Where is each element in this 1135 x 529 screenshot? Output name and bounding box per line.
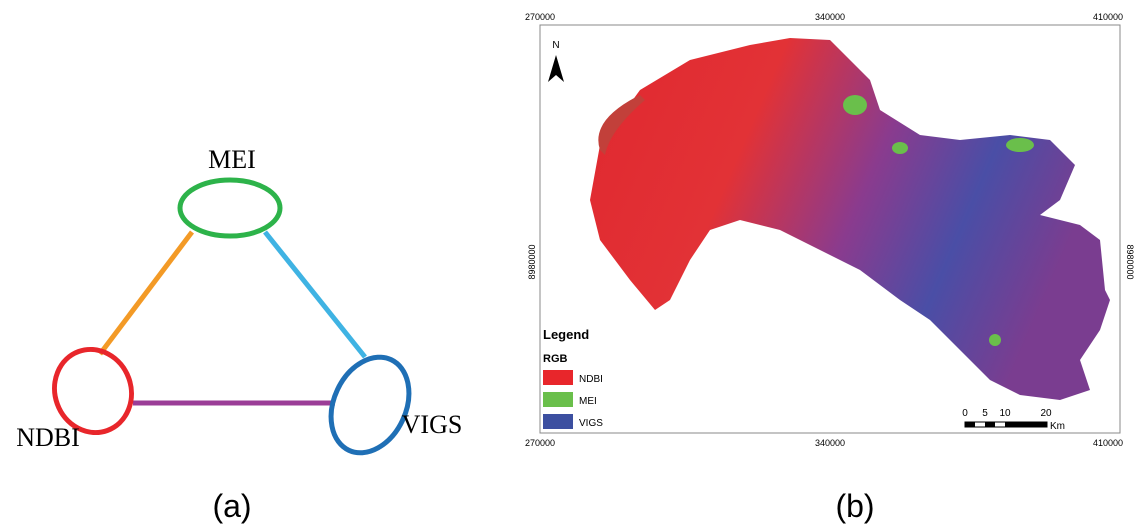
panel-a: MEI NDBI VIGS (a) bbox=[16, 145, 462, 524]
legend-swatch bbox=[543, 392, 573, 407]
legend-label: MEI bbox=[579, 396, 597, 407]
map-patch bbox=[1006, 138, 1034, 152]
legend-swatch bbox=[543, 370, 573, 385]
node-ellipse bbox=[316, 344, 424, 465]
coord-label: 8980000 bbox=[527, 244, 537, 279]
coord-label: 410000 bbox=[1093, 12, 1123, 22]
north-label: N bbox=[552, 40, 559, 51]
figure: MEI NDBI VIGS (a) 270000 340000 410000 2… bbox=[0, 0, 1135, 529]
map-patch bbox=[989, 334, 1001, 346]
node-ellipse bbox=[180, 180, 280, 236]
coord-label: 340000 bbox=[815, 12, 845, 22]
legend-title: Legend bbox=[543, 327, 589, 342]
node-label: VIGS bbox=[402, 410, 463, 439]
coord-label: 270000 bbox=[525, 438, 555, 448]
coord-label: 410000 bbox=[1093, 438, 1123, 448]
legend-label: VIGS bbox=[579, 418, 603, 429]
scale-bar bbox=[985, 422, 995, 427]
scale-label: 10 bbox=[999, 408, 1011, 419]
coord-label: 8980000 bbox=[1125, 244, 1135, 279]
scale-bar bbox=[1005, 422, 1047, 427]
scale-label: 5 bbox=[982, 408, 988, 419]
caption: (a) bbox=[212, 488, 251, 524]
edge bbox=[265, 232, 365, 357]
scale-bar bbox=[965, 422, 975, 427]
scale-unit: Km bbox=[1050, 421, 1065, 432]
caption: (b) bbox=[835, 488, 874, 524]
scale-label: 20 bbox=[1040, 408, 1052, 419]
coord-label: 270000 bbox=[525, 12, 555, 22]
node-label: MEI bbox=[208, 145, 256, 174]
coord-label: 340000 bbox=[815, 438, 845, 448]
map-patch bbox=[843, 95, 867, 115]
scale-label: 0 bbox=[962, 408, 968, 419]
legend-subtitle: RGB bbox=[543, 353, 568, 365]
node-label: NDBI bbox=[16, 423, 80, 452]
panel-b: 270000 340000 410000 270000 340000 41000… bbox=[525, 12, 1135, 524]
edge bbox=[100, 232, 192, 354]
map-patch bbox=[892, 142, 908, 154]
legend-swatch bbox=[543, 414, 573, 429]
legend-label: NDBI bbox=[579, 374, 603, 385]
